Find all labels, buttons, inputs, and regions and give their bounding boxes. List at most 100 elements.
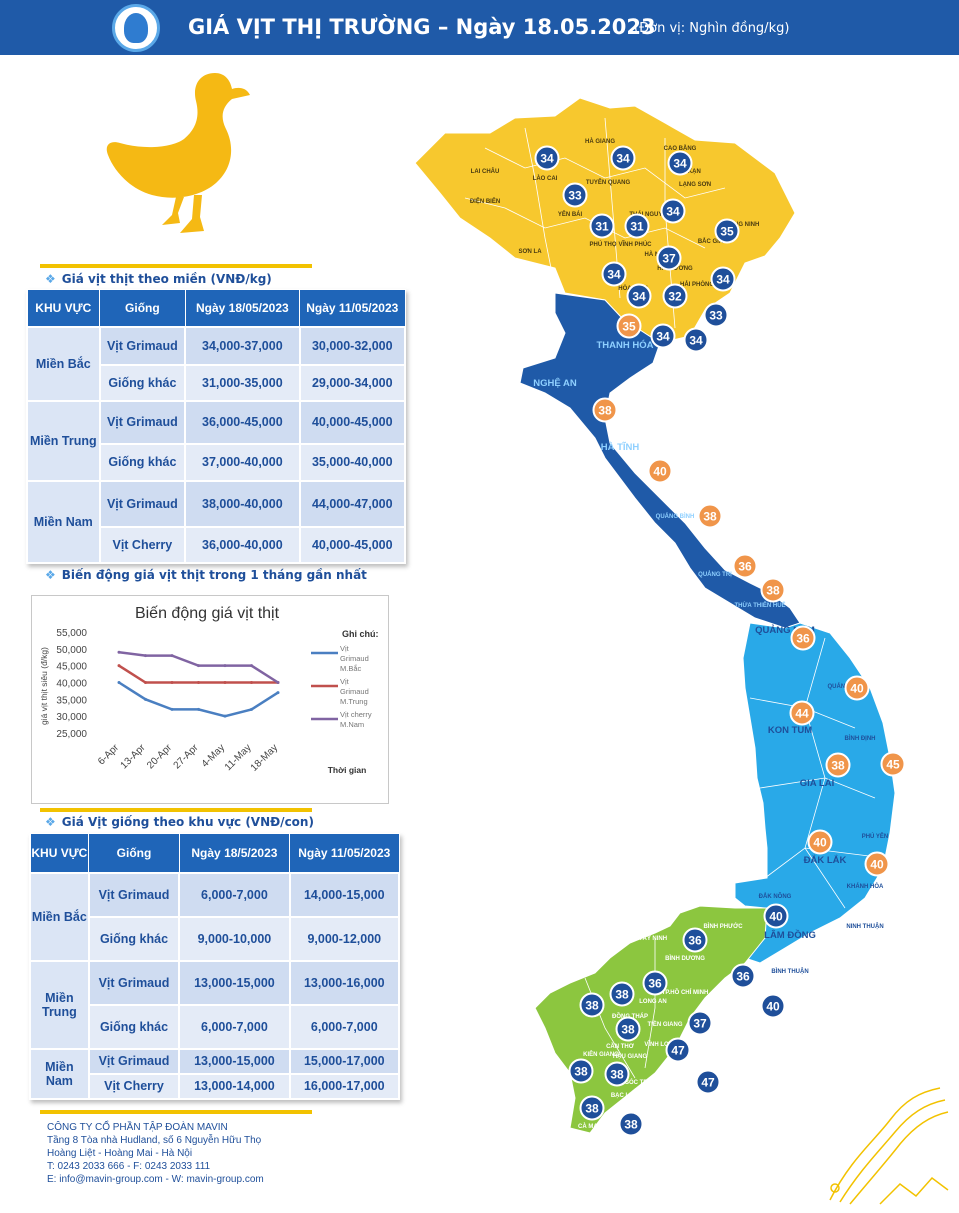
series-line	[118, 650, 279, 684]
price-badge	[592, 397, 618, 423]
data-point	[197, 681, 200, 684]
col-header-breed: Giống	[99, 289, 186, 327]
legend-title: Ghi chú:	[342, 629, 379, 639]
price-badge-value: 40	[850, 682, 864, 696]
breed-cell: Vịt Grimaud	[87, 1047, 181, 1075]
duck-illustration	[106, 73, 251, 233]
province-label: CAO BẰNG	[664, 144, 697, 152]
province-label: NINH THUẬN	[846, 923, 883, 930]
price-badge-value: 38	[610, 1068, 624, 1082]
company-address-line2: Hoàng Liệt - Hoàng Mai - Hà Nội	[47, 1148, 193, 1159]
section1-label: ❖ Giá vịt thịt theo miền (VNĐ/kg)	[45, 272, 272, 286]
breed-cell: Vịt Grimaud	[98, 479, 187, 528]
y-tick-label: 40,000	[56, 679, 87, 690]
region-cell: Miền Trung	[26, 399, 101, 482]
price-badge	[825, 752, 851, 778]
price-badge	[650, 323, 676, 349]
table-row: Giống khác 9,000-10,000 9,000-12,000	[30, 915, 401, 962]
price-badge	[660, 198, 686, 224]
price-badge	[534, 145, 560, 171]
decorative-swoosh	[829, 1087, 949, 1205]
province-label: THANH HÓA	[597, 339, 654, 351]
price-cell: 29,000-34,000	[298, 363, 407, 402]
province-label: HÀ TĨNH	[601, 442, 640, 453]
province-label: BÀ RỊA VŨNG TÀU	[723, 1013, 776, 1020]
price-badge-value: 36	[738, 560, 752, 574]
province-label: BẠC LIÊU	[611, 1091, 639, 1099]
price-badge-value: 34	[540, 152, 554, 166]
data-point	[117, 650, 121, 654]
province-label: ĐỒNG THÁP	[612, 1013, 648, 1020]
breed-cell: Giống khác	[87, 915, 181, 962]
price-badge-value: 37	[662, 252, 676, 266]
price-badge	[662, 283, 688, 309]
y-tick-label: 35,000	[56, 695, 87, 706]
province-label: TUYÊN QUANG	[586, 178, 631, 186]
data-point	[223, 714, 227, 718]
province-label: LẠNG SƠN	[679, 182, 711, 188]
price-badge-value: 35	[622, 320, 636, 334]
province-label: HẬU GIANG	[613, 1053, 648, 1060]
price-badge-value: 40	[769, 910, 783, 924]
province-label: KHÁNH HÒA	[847, 882, 884, 890]
price-cell: 15,000-17,000	[288, 1047, 401, 1075]
breed-cell: Vịt Grimaud	[98, 399, 187, 445]
price-badge-value: 38	[703, 510, 717, 524]
col-header-region: KHU VỰC	[26, 289, 101, 327]
price-badge-value: 40	[870, 858, 884, 872]
price-badge	[579, 992, 605, 1018]
breed-cell: Vịt Grimaud	[98, 325, 187, 366]
province-label: LÀO CAI	[533, 175, 558, 182]
province-label: LONG AN	[639, 999, 666, 1005]
province-label: THÁI NGUYÊN	[629, 210, 670, 218]
price-badge	[710, 266, 736, 292]
price-badge	[624, 213, 650, 239]
price-badge	[615, 1016, 641, 1042]
province-label: SÓC TRĂNG	[625, 1078, 661, 1086]
province-label: GIA LAI	[800, 778, 834, 789]
col-header-region: KHU VỰC	[29, 833, 90, 873]
price-badge-value: 38	[766, 584, 780, 598]
section3-label: ❖ Giá Vịt giống theo khu vực (VNĐ/con)	[45, 815, 314, 829]
col-header-current: Ngày 18/5/2023	[178, 833, 291, 873]
province-label: TP.HỒ CHÍ MINH	[662, 988, 709, 996]
price-badge-value: 36	[648, 977, 662, 991]
price-badge-value: 34	[689, 334, 703, 348]
price-cell: 9,000-10,000	[178, 915, 291, 962]
region-cell: Miền Bắc	[29, 871, 90, 962]
y-tick-label: 45,000	[56, 662, 87, 673]
price-badge-value: 38	[615, 988, 629, 1002]
price-badge-value: 32	[668, 290, 682, 304]
data-point	[170, 681, 174, 684]
price-badge	[601, 261, 627, 287]
price-badge-value: 40	[813, 836, 827, 850]
price-badge	[562, 182, 588, 208]
data-point	[197, 707, 200, 711]
price-badge	[665, 1037, 691, 1063]
price-cell: 6,000-7,000	[178, 1003, 291, 1050]
province-label: CẦN THƠ	[606, 1043, 635, 1050]
price-badge	[656, 245, 682, 271]
province-label: PHÚ THỌ	[590, 241, 617, 248]
province-label: BẾN TRE	[688, 1038, 714, 1045]
province-label: ĐIỆN BIÊN	[470, 197, 500, 205]
price-badge	[589, 213, 615, 239]
price-badge	[763, 903, 789, 929]
price-badge	[626, 283, 652, 309]
x-axis-label: Thời gian	[328, 765, 367, 775]
table-row: Giống khác 37,000-40,000 35,000-40,000	[27, 442, 407, 482]
y-tick-label: 50,000	[56, 645, 87, 656]
data-point	[170, 654, 174, 658]
price-badge	[579, 1095, 605, 1121]
x-tick-label: 13-Apr	[119, 742, 148, 771]
price-cell: 40,000-45,000	[298, 525, 407, 564]
price-badge-value: 34	[656, 330, 670, 344]
price-badge	[610, 145, 636, 171]
price-badge	[732, 553, 758, 579]
price-badge	[695, 1069, 721, 1095]
price-cell: 16,000-17,000	[288, 1072, 401, 1100]
price-badge	[703, 302, 729, 328]
price-badge-value: 38	[585, 1102, 599, 1116]
price-badges: 34 34 34 33 34 31 31 35 37 34 34 34 32 33 35 34 34 38 40 38…	[534, 145, 906, 1137]
price-badge-value: 37	[693, 1017, 707, 1031]
